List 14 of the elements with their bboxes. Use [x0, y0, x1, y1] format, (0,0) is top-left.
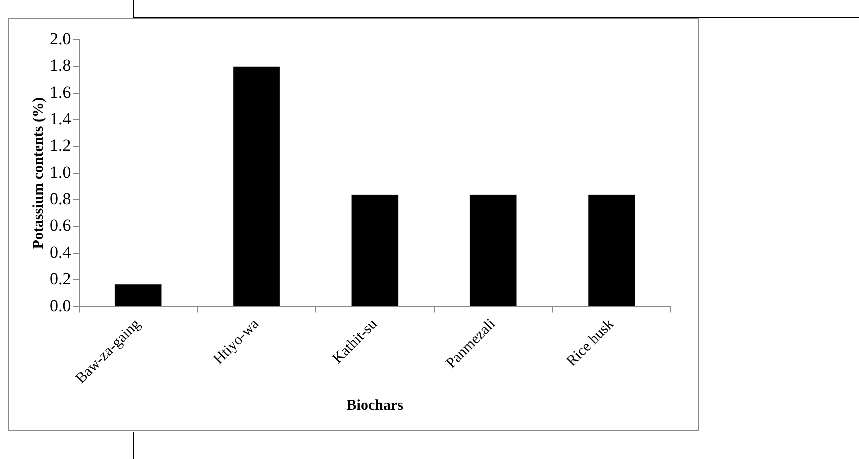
y-tick-label: 1.8	[50, 56, 72, 76]
text: 2.0	[50, 29, 72, 48]
y-axis-title: Potassium contents (%)	[30, 98, 47, 250]
x-axis-title: Biochars	[346, 398, 404, 414]
y-tick-label: 1.2	[50, 136, 72, 156]
y-tick-label: 0.4	[50, 242, 72, 262]
y-tick-label: 0.8	[50, 190, 72, 209]
x-tick-label: Rice husk	[564, 316, 618, 370]
text: 1.0	[50, 162, 72, 182]
y-tick-label: 0.6	[50, 216, 72, 236]
y-tick-label: 1.4	[50, 110, 72, 129]
y-tick-label: 1.6	[50, 82, 72, 102]
text: 0.0	[50, 296, 72, 316]
y-tick-label: 0.2	[50, 270, 72, 289]
